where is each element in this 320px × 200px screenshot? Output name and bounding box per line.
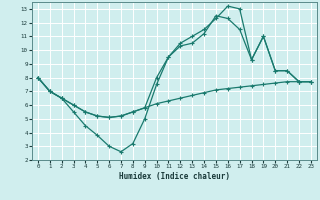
X-axis label: Humidex (Indice chaleur): Humidex (Indice chaleur) xyxy=(119,172,230,181)
